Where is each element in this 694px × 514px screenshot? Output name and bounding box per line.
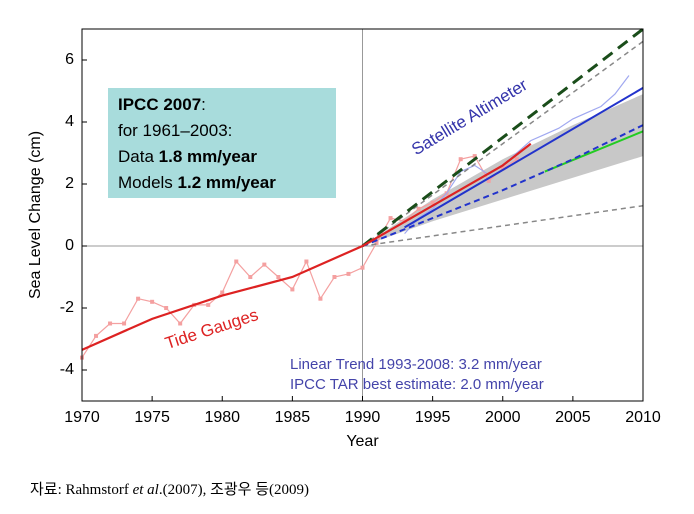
data-point <box>178 321 183 326</box>
data-point <box>416 206 421 211</box>
x-tick-label: 1980 <box>204 409 240 426</box>
series-line <box>81 155 518 358</box>
data-point <box>318 296 323 301</box>
series-line <box>361 27 644 248</box>
data-point <box>220 290 225 295</box>
data-point <box>472 154 477 159</box>
caption: 자료: Rahmstorf et al.(2007), 조광우 등(2009) <box>30 481 309 498</box>
data-point <box>514 157 519 162</box>
caption-part: 자료: Rahmstorf <box>30 481 133 498</box>
caption-part: et al <box>133 482 159 498</box>
x-tick-label: 1970 <box>64 409 100 426</box>
data-point <box>388 216 393 221</box>
info-part: 1.2 mm/year <box>178 173 277 192</box>
data-point <box>332 275 337 279</box>
data-point <box>136 296 141 301</box>
data-point <box>458 157 463 162</box>
data-point <box>374 240 379 245</box>
x-tick-label: 1990 <box>345 409 381 426</box>
y-axis-label: Sea Level Change (cm) <box>27 131 44 299</box>
caption-part: .(2007), 조광우 등(2009) <box>159 481 309 498</box>
y-tick-label: -4 <box>60 361 74 378</box>
series-line <box>81 142 532 351</box>
info-line: Data 1.8 mm/year <box>118 147 257 166</box>
data-point <box>164 306 169 310</box>
series-line <box>362 40 644 247</box>
data-point <box>486 178 491 183</box>
series-line <box>404 75 630 235</box>
data-point <box>290 287 295 292</box>
data-point <box>346 271 351 276</box>
series-line <box>362 204 644 247</box>
info-part: for 1961–2003: <box>118 121 232 140</box>
series-line <box>404 87 644 229</box>
data-point <box>94 333 99 338</box>
y-tick-label: 2 <box>65 175 74 192</box>
data-point <box>262 262 267 267</box>
data-point <box>430 200 435 205</box>
x-tick-label: 2000 <box>485 409 521 426</box>
data-point <box>108 321 113 326</box>
data-point <box>248 275 253 279</box>
data-point <box>500 166 505 171</box>
info-part: : <box>201 95 206 114</box>
x-tick-label: 1975 <box>134 409 170 426</box>
y-tick-label: 6 <box>65 51 74 68</box>
tar-label: IPCC TAR best estimate: 2.0 mm/year <box>290 376 544 393</box>
y-tick-label: 4 <box>65 113 74 130</box>
info-line: for 1961–2003: <box>118 121 232 140</box>
x-axis-label: Year <box>346 433 379 450</box>
trend-label: Linear Trend 1993-2008: 3.2 mm/year <box>290 356 542 373</box>
data-point <box>276 275 281 279</box>
info-line: Models 1.2 mm/year <box>118 173 276 192</box>
info-line: IPCC 2007: <box>118 95 206 114</box>
data-point <box>150 299 155 304</box>
info-part: Models <box>118 173 178 192</box>
y-tick-label: -2 <box>60 299 74 316</box>
x-tick-label: 2010 <box>625 409 661 426</box>
info-box <box>108 88 336 198</box>
x-tick-label: 2005 <box>555 409 591 426</box>
x-tick-label: 1995 <box>415 409 451 426</box>
x-tick-label: 1985 <box>275 409 311 426</box>
data-point <box>304 259 309 264</box>
series-line <box>362 124 644 247</box>
data-point <box>234 259 239 264</box>
data-point <box>122 321 127 326</box>
info-part: IPCC 2007 <box>118 95 201 114</box>
info-part: 1.8 mm/year <box>159 147 258 166</box>
data-point <box>360 265 365 270</box>
data-point <box>206 302 211 307</box>
y-tick-label: 0 <box>65 237 74 254</box>
info-part: Data <box>118 147 159 166</box>
